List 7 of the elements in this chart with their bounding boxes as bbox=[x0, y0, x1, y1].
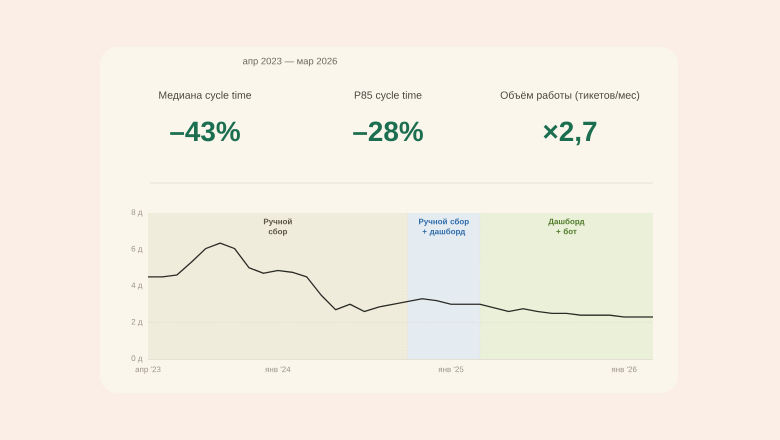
text: ×2,7 bbox=[544, 122, 596, 146]
text: P85 cycle time bbox=[354, 91, 422, 101]
text: –28% bbox=[353, 122, 423, 142]
text: апр 2023 — мар 2026 bbox=[243, 58, 337, 66]
text: Медиана cycle time bbox=[159, 91, 252, 101]
text: –43% bbox=[170, 122, 240, 142]
text: Объём работы (тикетов/мес) bbox=[500, 91, 640, 101]
